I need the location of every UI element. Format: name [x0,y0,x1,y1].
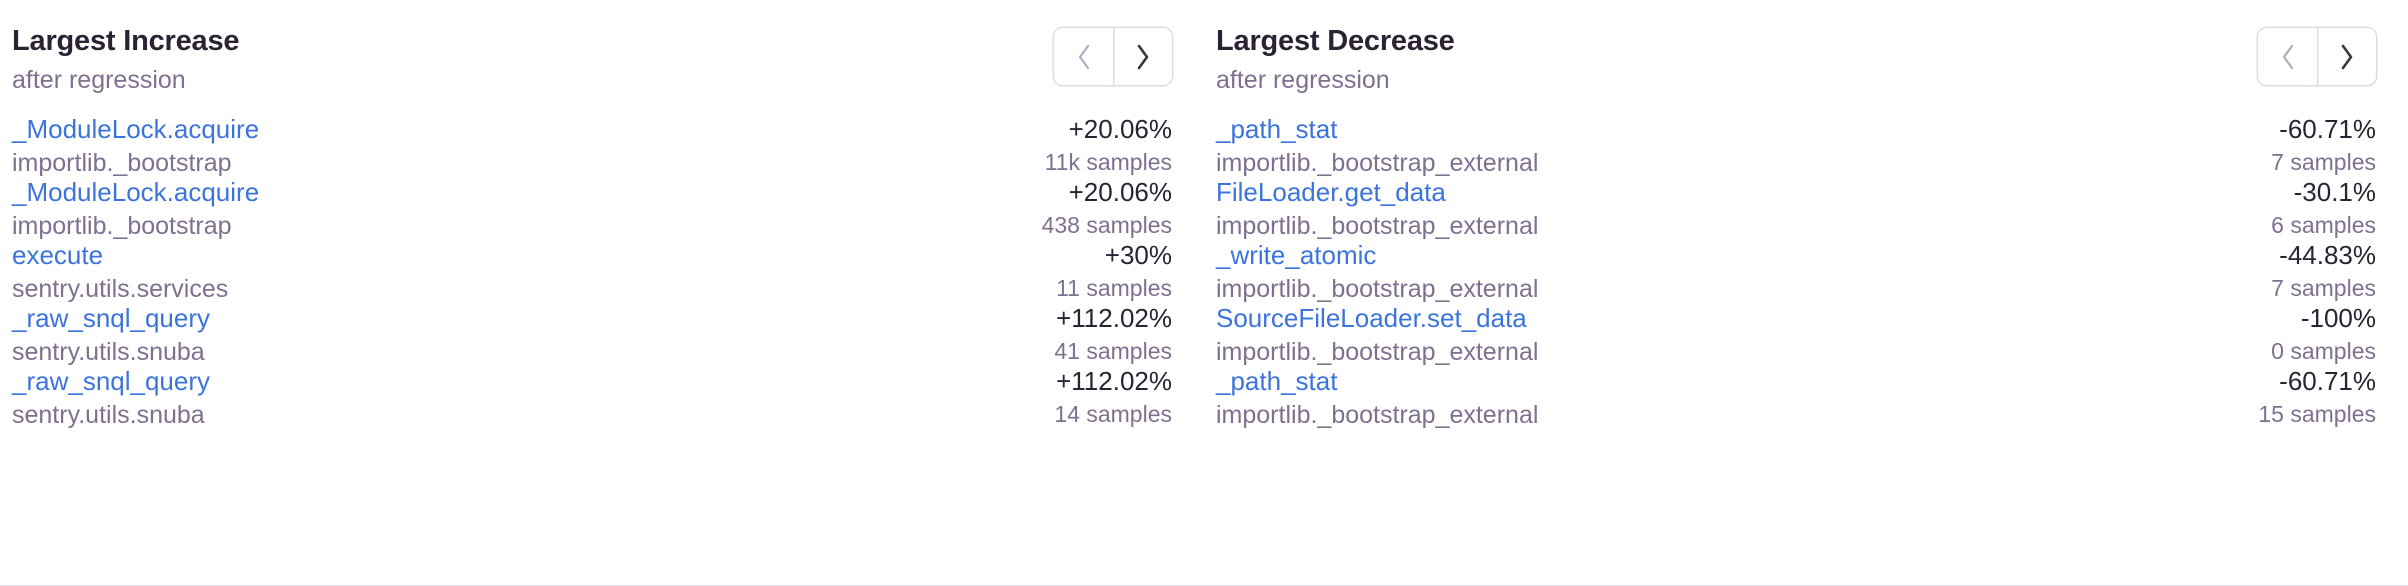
row-side: +30% 11 samples [1032,240,1172,302]
change-percent: +20.06% [1068,177,1172,207]
sample-count: 0 samples [2271,338,2376,364]
sample-count: 11 samples [1056,275,1172,301]
row-side: +20.06% 11k samples [1021,114,1172,176]
function-list: _ModuleLock.acquire importlib._bootstrap… [12,114,1172,429]
function-module: sentry.utils.services [12,275,229,303]
function-module: importlib._bootstrap_external [1216,338,1539,366]
row-main: _raw_snql_query sentry.utils.snuba [12,366,210,430]
change-percent: +20.06% [1068,114,1172,144]
function-list: _path_stat importlib._bootstrap_external… [1216,114,2376,429]
pagination-prev-button[interactable] [2258,28,2317,85]
panel-largest-decrease: Largest Decrease after regression [1204,0,2408,585]
chevron-left-icon [1074,41,1094,73]
row-main: _ModuleLock.acquire importlib._bootstrap [12,177,259,241]
list-item[interactable]: _path_stat importlib._bootstrap_external… [1216,114,2376,177]
list-item[interactable]: _path_stat importlib._bootstrap_external… [1216,366,2376,429]
function-module: importlib._bootstrap [12,149,232,177]
change-percent: -100% [2300,303,2376,333]
function-link[interactable]: _ModuleLock.acquire [12,177,260,207]
list-item[interactable]: _write_atomic importlib._bootstrap_exter… [1216,240,2376,303]
list-item[interactable]: _ModuleLock.acquire importlib._bootstrap… [12,114,1172,177]
function-link[interactable]: _raw_snql_query [12,303,211,333]
row-main: _path_stat importlib._bootstrap_external [1216,366,1538,430]
change-percent: -30.1% [2293,177,2376,207]
list-item[interactable]: execute sentry.utils.services +30% 11 sa… [12,240,1172,303]
function-link[interactable]: _path_stat [1216,366,1338,396]
row-main: _raw_snql_query sentry.utils.snuba [12,303,210,367]
function-module: importlib._bootstrap_external [1216,401,1539,429]
row-side: +112.02% 41 samples [1030,303,1172,365]
row-main: _ModuleLock.acquire importlib._bootstrap [12,114,259,178]
list-item[interactable]: FileLoader.get_data importlib._bootstrap… [1216,177,2376,240]
row-side: +20.06% 438 samples [1018,177,1172,239]
function-module: importlib._bootstrap_external [1216,212,1539,240]
panel-subtitle: after regression [12,66,186,94]
pagination-button-group [1054,28,1172,85]
change-percent: -44.83% [2279,240,2376,270]
row-side: -30.1% 6 samples [2247,177,2376,239]
row-side: -100% 0 samples [2247,303,2376,365]
pagination-prev-button[interactable] [1054,28,1113,85]
panel-header: Largest Increase after regression [12,24,1172,108]
change-percent: +112.02% [1056,366,1172,396]
function-link[interactable]: _raw_snql_query [12,366,211,396]
row-main: execute sentry.utils.services [12,240,228,304]
function-link[interactable]: _path_stat [1216,114,1338,144]
chevron-left-icon [2278,41,2298,73]
pagination-button-group [2258,28,2376,85]
sample-count: 6 samples [2271,212,2376,238]
sample-count: 438 samples [1041,212,1172,238]
function-link[interactable]: _write_atomic [1216,240,1377,270]
function-module: importlib._bootstrap_external [1216,275,1539,303]
list-item[interactable]: _ModuleLock.acquire importlib._bootstrap… [12,177,1172,240]
list-item[interactable]: _raw_snql_query sentry.utils.snuba +112.… [12,303,1172,366]
panel-largest-increase: Largest Increase after regression [0,0,1204,585]
change-percent: -60.71% [2279,366,2376,396]
function-module: importlib._bootstrap_external [1216,149,1539,177]
list-item[interactable]: _raw_snql_query sentry.utils.snuba +112.… [12,366,1172,429]
change-percent: +112.02% [1056,303,1172,333]
list-item[interactable]: SourceFileLoader.set_data importlib._boo… [1216,303,2376,366]
sample-count: 15 samples [2258,401,2376,427]
row-side: -60.71% 15 samples [2234,366,2376,428]
function-module: sentry.utils.snuba [12,338,205,366]
panel-header: Largest Decrease after regression [1216,24,2376,108]
chevron-right-icon [2337,41,2357,73]
change-percent: +30% [1104,240,1172,270]
function-module: sentry.utils.snuba [12,401,205,429]
function-link[interactable]: FileLoader.get_data [1216,177,1446,207]
row-main: _path_stat importlib._bootstrap_external [1216,114,1538,178]
row-side: -60.71% 7 samples [2247,114,2376,176]
pagination-next-button[interactable] [1113,28,1172,85]
chevron-right-icon [1133,41,1153,73]
sample-count: 7 samples [2271,275,2376,301]
panel-subtitle: after regression [1216,66,1390,94]
heading-block: Largest Increase after regression [12,24,240,95]
panel-title: Largest Increase [12,25,240,57]
panel-title: Largest Decrease [1216,25,1455,57]
row-side: +112.02% 14 samples [1030,366,1172,428]
sample-count: 7 samples [2271,149,2376,175]
function-link[interactable]: _ModuleLock.acquire [12,114,260,144]
change-percent: -60.71% [2279,114,2376,144]
row-main: _write_atomic importlib._bootstrap_exter… [1216,240,1538,304]
row-side: -44.83% 7 samples [2247,240,2376,302]
function-link[interactable]: execute [12,240,104,270]
row-main: SourceFileLoader.set_data importlib._boo… [1216,303,1538,367]
sample-count: 41 samples [1054,338,1172,364]
function-module: importlib._bootstrap [12,212,232,240]
heading-block: Largest Decrease after regression [1216,24,1455,95]
function-link[interactable]: SourceFileLoader.set_data [1216,303,1527,333]
pagination-next-button[interactable] [2317,28,2376,85]
sample-count: 11k samples [1044,149,1172,175]
sample-count: 14 samples [1054,401,1172,427]
row-main: FileLoader.get_data importlib._bootstrap… [1216,177,1538,241]
